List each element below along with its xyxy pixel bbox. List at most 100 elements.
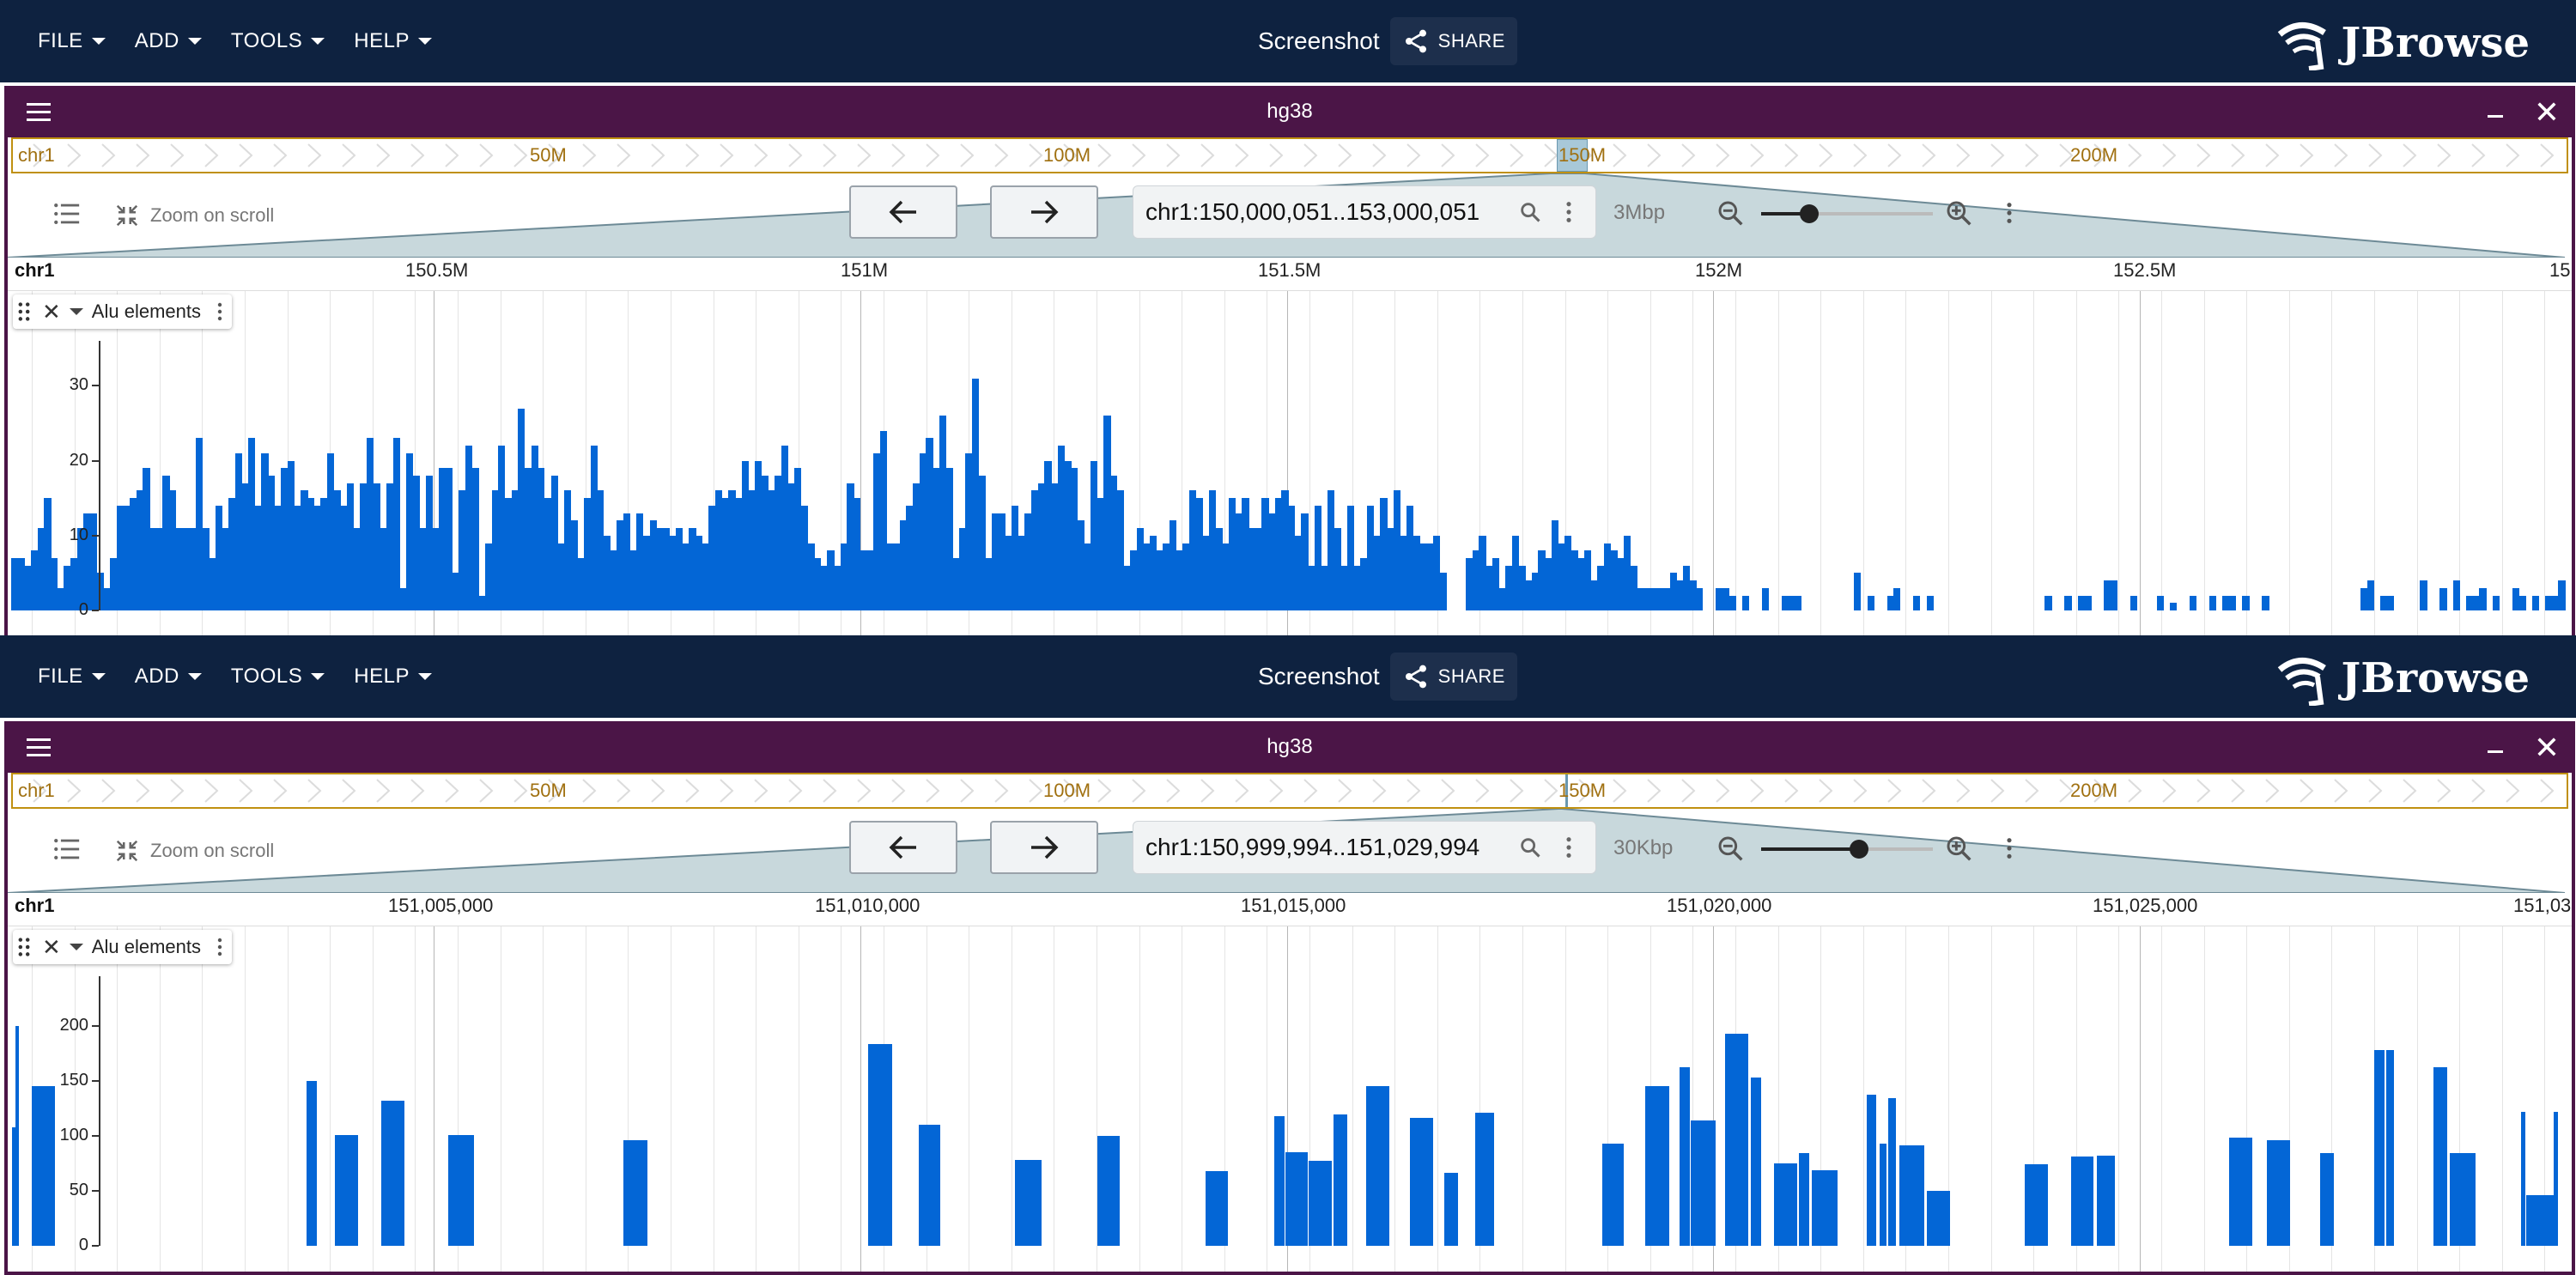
coverage-bar[interactable]: [662, 528, 671, 610]
coverage-bar[interactable]: [116, 505, 124, 610]
track-selector-button[interactable]: [52, 199, 82, 228]
coverage-bar[interactable]: [1314, 505, 1321, 610]
coverage-bar[interactable]: [1926, 595, 1934, 610]
coverage-bar[interactable]: [926, 438, 933, 610]
coverage-bar[interactable]: [1340, 565, 1348, 610]
close-icon[interactable]: ✕: [2533, 94, 2560, 130]
coverage-bar[interactable]: [1518, 565, 1526, 610]
coverage-bar[interactable]: [1682, 565, 1691, 610]
coverage-bar[interactable]: [1209, 490, 1217, 610]
coverage-bar[interactable]: [1617, 557, 1625, 610]
coverage-bar[interactable]: [2222, 595, 2230, 610]
coverage-bar[interactable]: [307, 498, 315, 610]
coverage-bar[interactable]: [1662, 587, 1671, 610]
coverage-bar[interactable]: [155, 528, 163, 610]
coverage-bar[interactable]: [452, 573, 459, 610]
coverage-bar[interactable]: [1413, 535, 1420, 610]
zoom-out-icon[interactable]: [1716, 199, 1744, 227]
coverage-bar[interactable]: [1564, 535, 1572, 610]
coverage-bar[interactable]: [353, 528, 361, 610]
share-button[interactable]: SHARE: [1389, 653, 1517, 701]
feature-bar[interactable]: [2373, 1049, 2385, 1246]
coverage-bar[interactable]: [465, 446, 473, 610]
coverage-bar[interactable]: [873, 452, 881, 610]
feature-bar[interactable]: [1097, 1135, 1121, 1246]
coverage-bar[interactable]: [1788, 595, 1795, 610]
coverage-bar[interactable]: [149, 528, 157, 610]
coverage-bar[interactable]: [2104, 580, 2111, 610]
file-menu-button[interactable]: FILE: [38, 665, 106, 689]
coverage-bar[interactable]: [208, 557, 216, 610]
coverage-bar[interactable]: [1103, 416, 1111, 610]
feature-bar[interactable]: [623, 1139, 648, 1246]
location-search-input[interactable]: chr1:150,999,994..151,029,994: [1133, 821, 1596, 874]
coverage-bar[interactable]: [2512, 587, 2519, 610]
session-name[interactable]: Screenshot: [1258, 27, 1380, 54]
coverage-bar[interactable]: [24, 565, 32, 610]
coverage-bar[interactable]: [524, 468, 532, 610]
coverage-bar[interactable]: [419, 528, 427, 610]
coverage-bar[interactable]: [1057, 446, 1065, 610]
coverage-bar[interactable]: [1603, 543, 1612, 610]
coverage-bar[interactable]: [893, 543, 901, 610]
coverage-bar[interactable]: [794, 468, 802, 610]
coverage-bar[interactable]: [182, 528, 190, 610]
coverage-bar[interactable]: [439, 468, 447, 610]
coverage-bar[interactable]: [1867, 595, 1874, 610]
coverage-bar[interactable]: [1229, 498, 1236, 610]
coverage-bar[interactable]: [1472, 550, 1479, 610]
coverage-bar[interactable]: [781, 446, 789, 610]
coverage-bar[interactable]: [1189, 490, 1197, 610]
coverage-bar[interactable]: [715, 490, 723, 610]
coverage-bar[interactable]: [1531, 573, 1539, 610]
coverage-bar[interactable]: [373, 483, 380, 610]
feature-bar[interactable]: [2526, 1195, 2558, 1246]
coverage-bar[interactable]: [1913, 595, 1921, 610]
file-menu-button[interactable]: FILE: [38, 29, 106, 53]
coverage-bar[interactable]: [2420, 580, 2427, 610]
coverage-bar[interactable]: [689, 528, 696, 610]
feature-bar[interactable]: [1679, 1067, 1690, 1246]
coverage-bar[interactable]: [123, 505, 131, 610]
coverage-bar[interactable]: [2084, 595, 2092, 610]
feature-bar[interactable]: [1866, 1095, 1876, 1246]
coverage-bar[interactable]: [287, 460, 295, 610]
coverage-bar[interactable]: [2452, 580, 2460, 610]
coverage-bar[interactable]: [1031, 490, 1039, 610]
coverage-bar[interactable]: [866, 550, 874, 610]
coverage-bar[interactable]: [814, 557, 822, 610]
coverage-bar[interactable]: [2156, 595, 2165, 610]
add-menu-button[interactable]: ADD: [135, 665, 202, 689]
coverage-bar[interactable]: [649, 520, 657, 610]
coverage-bar[interactable]: [1544, 557, 1552, 610]
zoom-in-icon[interactable]: [1945, 199, 1972, 227]
feature-bar[interactable]: [2433, 1067, 2447, 1246]
feature-bar[interactable]: [1879, 1143, 1886, 1246]
coverage-bar[interactable]: [281, 468, 289, 610]
coverage-bar[interactable]: [1492, 557, 1499, 610]
coverage-bar[interactable]: [610, 550, 617, 610]
coverage-bar[interactable]: [1696, 587, 1704, 610]
coverage-bar[interactable]: [1551, 520, 1558, 610]
coverage-bar[interactable]: [847, 483, 854, 610]
coverage-bar[interactable]: [939, 416, 946, 610]
coverage-bar[interactable]: [1656, 587, 1664, 610]
feature-bar[interactable]: [2229, 1138, 2252, 1246]
coverage-bar[interactable]: [57, 587, 64, 610]
coverage-bar[interactable]: [2551, 595, 2559, 610]
coverage-bar[interactable]: [879, 430, 888, 610]
coverage-bar[interactable]: [1722, 587, 1730, 610]
coverage-bar[interactable]: [636, 513, 644, 610]
coverage-bar[interactable]: [1761, 587, 1770, 610]
coverage-bar[interactable]: [1728, 595, 1736, 610]
coverage-bar[interactable]: [1583, 550, 1592, 610]
zoom-out-icon[interactable]: [1716, 835, 1744, 862]
coverage-bar[interactable]: [346, 483, 355, 610]
feature-bar[interactable]: [1015, 1160, 1042, 1246]
coverage-bar[interactable]: [405, 452, 414, 610]
coverage-bar[interactable]: [629, 550, 637, 610]
coverage-bar[interactable]: [1018, 535, 1025, 610]
coverage-bar[interactable]: [1024, 513, 1032, 610]
minimize-icon[interactable]: [2488, 750, 2503, 753]
coverage-bar[interactable]: [1439, 573, 1447, 610]
